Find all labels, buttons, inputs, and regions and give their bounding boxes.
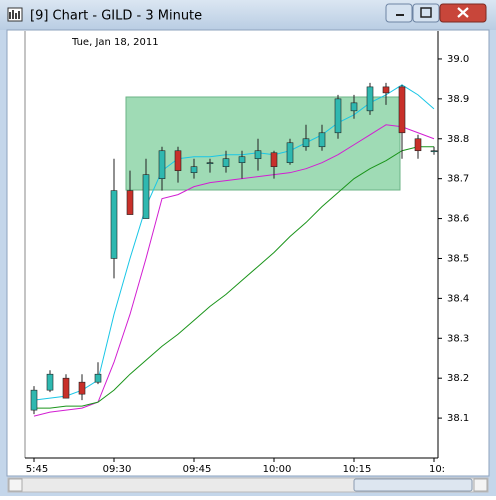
- scroll-right[interactable]: [473, 478, 488, 492]
- candle-body: [270, 152, 278, 167]
- y-tick-label: 38.6: [447, 214, 469, 225]
- close-icon: [457, 7, 469, 18]
- y-tick-label: 38.4: [447, 293, 469, 304]
- y-tick-label: 38.3: [447, 333, 469, 344]
- minimize-icon: [396, 14, 404, 16]
- candle-body: [206, 162, 214, 165]
- y-tick-label: 38.7: [447, 174, 469, 185]
- maximize-button[interactable]: [412, 3, 440, 23]
- moving-average-line: [34, 146, 434, 409]
- candle-body: [94, 373, 102, 383]
- maximize-icon: [420, 7, 432, 18]
- candle-body: [414, 138, 422, 152]
- candle-body: [318, 132, 326, 148]
- scroll-left[interactable]: [8, 478, 23, 492]
- candle-body: [110, 190, 118, 259]
- y-tick-label: 38.9: [447, 94, 469, 105]
- candle-body: [126, 190, 134, 215]
- candle-body: [62, 377, 70, 399]
- candle-body: [334, 98, 342, 134]
- x-tick-label: 10:00: [263, 464, 292, 475]
- y-tick-label: 39.0: [447, 54, 469, 65]
- x-tick-label: 5:45: [26, 464, 48, 475]
- candle-body: [398, 86, 406, 134]
- x-tick-label: 09:30: [103, 464, 132, 475]
- x-tick-label: 10:: [429, 464, 445, 475]
- candle-body: [222, 158, 230, 167]
- candle-body: [30, 389, 38, 411]
- candle-body: [286, 142, 294, 164]
- y-tick-label: 38.5: [447, 253, 469, 264]
- candle-body: [238, 156, 246, 164]
- candle-body: [254, 150, 262, 160]
- y-tick-label: 38.1: [447, 413, 469, 424]
- candle-body: [382, 86, 390, 94]
- candle-body: [78, 381, 86, 395]
- candle-body: [158, 150, 166, 179]
- x-tick-label: 10:15: [343, 464, 372, 475]
- candle-body: [350, 102, 358, 112]
- candle-body: [142, 174, 150, 219]
- app-icon-bars: [9, 10, 20, 19]
- minimize-button[interactable]: [385, 3, 413, 23]
- candle-body: [366, 86, 374, 112]
- x-tick-label: 09:45: [183, 464, 212, 475]
- moving-average-line: [33, 124, 435, 417]
- scroll-thumb[interactable]: [353, 478, 473, 492]
- candle-body: [302, 138, 310, 148]
- candle-body: [190, 166, 198, 173]
- window-title: [9] Chart - GILD - 3 Minute: [30, 9, 202, 24]
- chart-date: Tue, Jan 18, 2011: [71, 37, 159, 48]
- candle-body: [46, 373, 54, 391]
- candle-body: [430, 150, 438, 153]
- candle-body: [174, 150, 182, 171]
- y-tick-label: 38.8: [447, 134, 469, 145]
- y-tick-label: 38.2: [447, 373, 469, 384]
